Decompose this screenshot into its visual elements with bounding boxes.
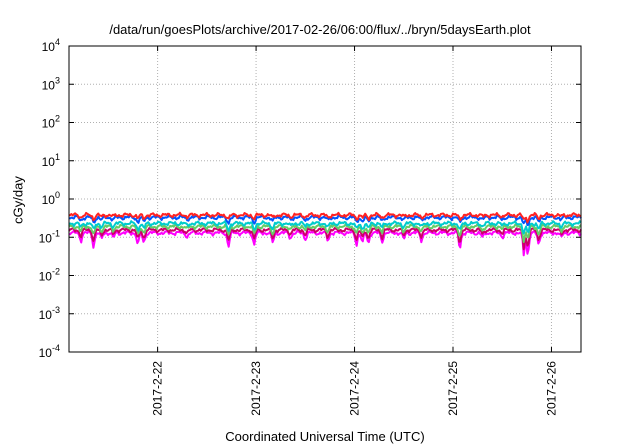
y-tick-label: 10-1	[39, 228, 60, 245]
x-axis-label: Coordinated Universal Time (UTC)	[225, 429, 425, 444]
series-line	[68, 214, 582, 226]
y-tick-label: 10-4	[39, 343, 60, 360]
y-tick-label: 101	[42, 152, 60, 169]
chart-title: /data/run/goesPlots/archive/2017-02-26/0…	[109, 22, 531, 37]
y-tick-label: 104	[42, 37, 60, 54]
y-tick-label: 100	[42, 190, 60, 207]
x-tick-label: 2017-2-23	[249, 361, 263, 416]
y-tick-label: 103	[42, 75, 60, 92]
series-line	[68, 220, 582, 235]
x-tick-label: 2017-2-24	[348, 361, 362, 416]
plot-frame	[68, 45, 582, 353]
x-tick-label: 2017-2-22	[151, 361, 165, 416]
series-line	[68, 211, 582, 224]
y-tick-label: 10-3	[39, 305, 60, 322]
x-tick-label: 2017-2-25	[446, 361, 460, 416]
series-line	[68, 223, 582, 243]
y-tick-label: 10-2	[39, 267, 60, 284]
y-tick-label: 102	[42, 114, 60, 131]
x-tick-label: 2017-2-26	[544, 361, 558, 416]
